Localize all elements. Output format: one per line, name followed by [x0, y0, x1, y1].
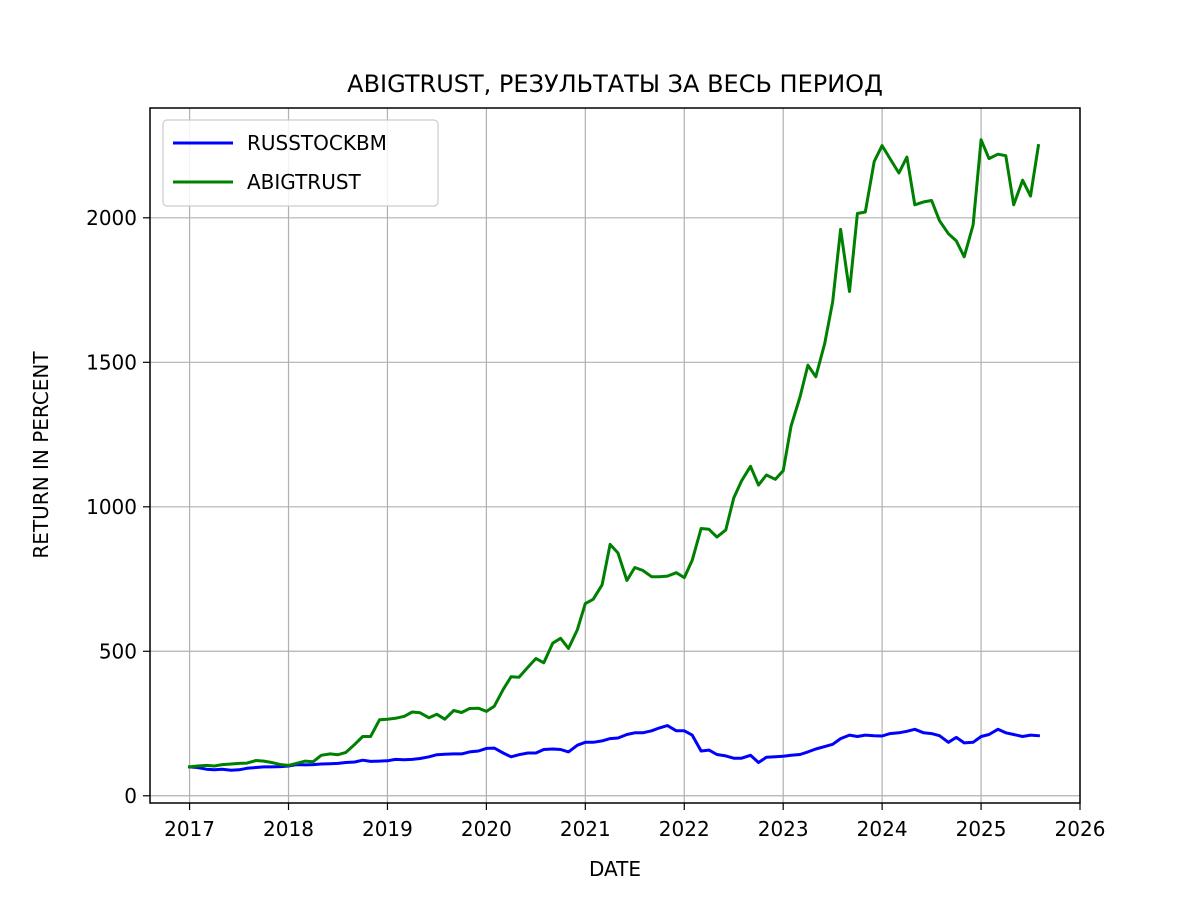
x-tick-label: 2018: [263, 817, 314, 841]
y-tick-label: 0: [124, 784, 137, 808]
x-tick-label: 2017: [164, 817, 215, 841]
series-line-russtockbm: [187, 724, 1041, 772]
series-lines: [187, 138, 1041, 772]
plot-area-frame: [149, 107, 1081, 804]
x-tick-label: 2020: [461, 817, 512, 841]
y-axis-label: RETURN IN PERCENT: [29, 351, 53, 559]
x-tick-label: 2022: [659, 817, 710, 841]
x-tick-label: 2025: [956, 817, 1007, 841]
y-tick-label: 1000: [86, 495, 137, 519]
x-tick-label: 2021: [560, 817, 611, 841]
chart-title: ABIGTRUST, РЕЗУЛЬТАТЫ ЗА ВЕСЬ ПЕРИОД: [347, 70, 883, 98]
x-axis-label: DATE: [589, 857, 641, 881]
y-axis-ticks: 0 500 1000 1500 2000: [86, 206, 150, 808]
x-tick-label: 2024: [857, 817, 908, 841]
x-axis-ticks: 2017 2018 2019 2020 2021 2022 2023 2024 2025 2026: [164, 803, 1105, 841]
x-tick-label: 2019: [362, 817, 413, 841]
y-tick-label: 2000: [86, 206, 137, 230]
series-line-abigtrust: [187, 138, 1041, 769]
legend: RUSSTOCKBM ABIGTRUST: [162, 119, 439, 207]
y-tick-label: 500: [99, 639, 137, 663]
legend-label-russtockbm: RUSSTOCKBM: [247, 131, 387, 155]
y-tick-label: 1500: [86, 350, 137, 374]
legend-label-abigtrust: ABIGTRUST: [247, 170, 362, 194]
x-tick-label: 2026: [1055, 817, 1106, 841]
x-tick-label: 2023: [758, 817, 809, 841]
